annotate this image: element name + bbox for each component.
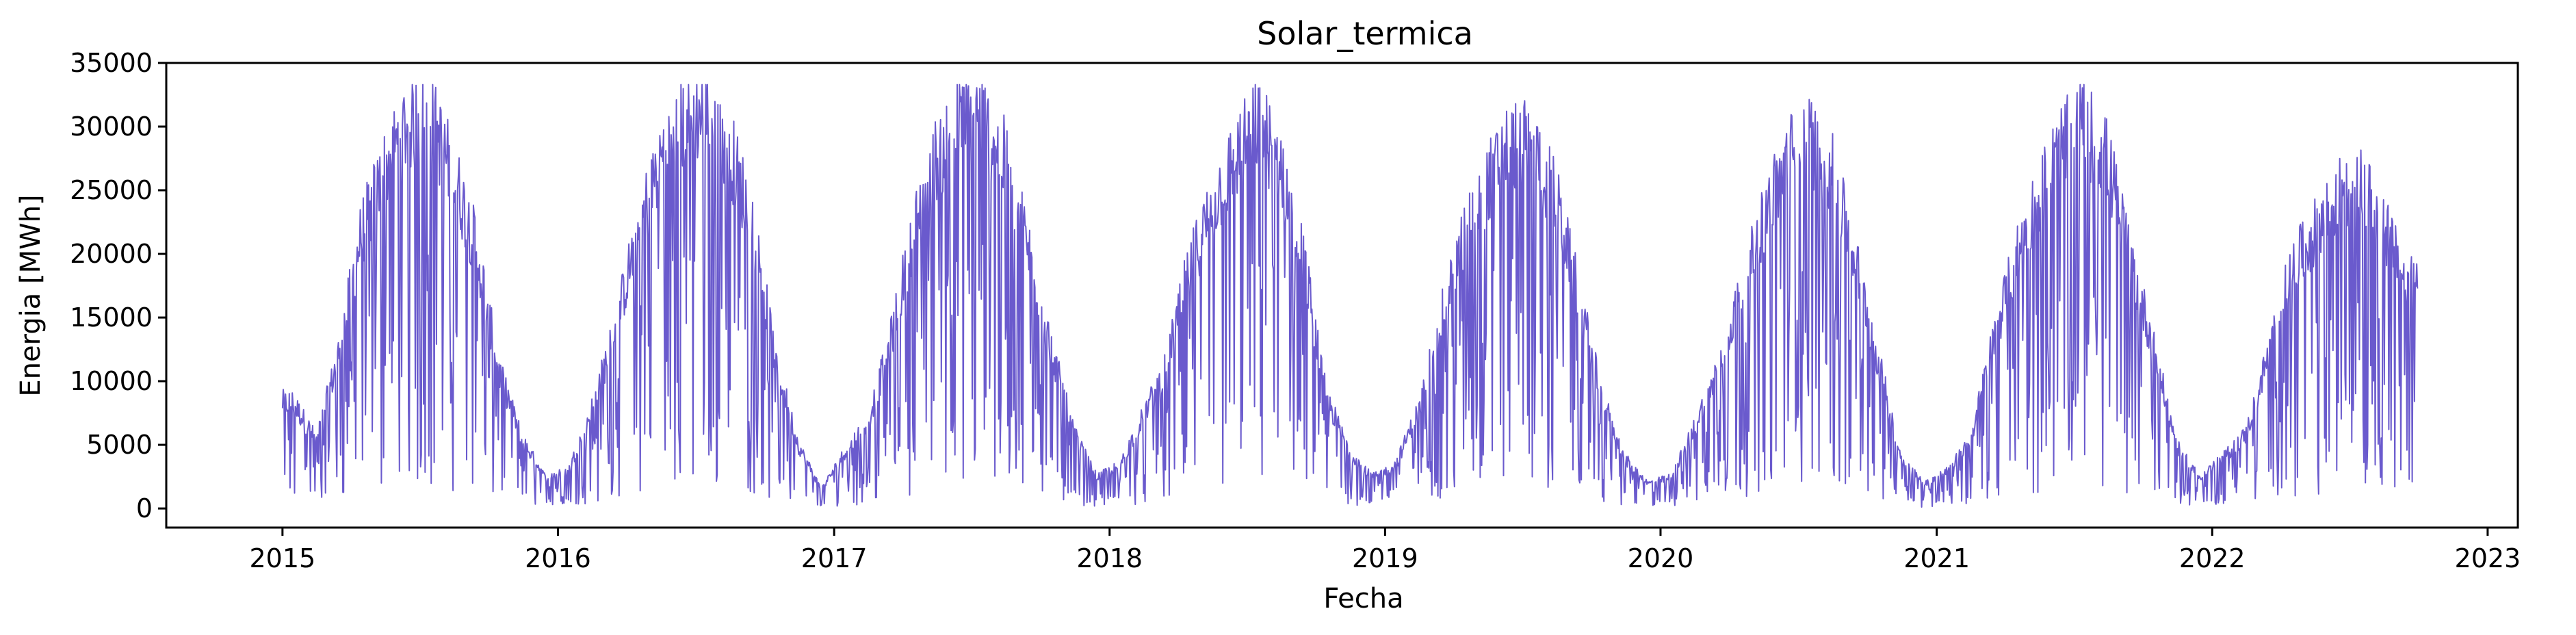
x-tick-label: 2016 [525, 543, 591, 573]
x-tick-label: 2019 [1352, 543, 1418, 573]
y-tick-label: 30000 [70, 112, 153, 142]
y-tick-label: 15000 [70, 302, 153, 333]
y-tick-label: 0 [136, 493, 153, 523]
chart-title: Solar_termica [1257, 15, 1473, 52]
x-tick-label: 2022 [2179, 543, 2246, 573]
y-tick-label: 35000 [70, 48, 153, 78]
y-axis: 0 5000 10000 15000 20000 25000 30000 35000 [70, 48, 166, 523]
plot-area [281, 83, 2419, 508]
y-axis-label: Energia [MWh] [15, 194, 47, 396]
y-tick-label: 20000 [70, 239, 153, 269]
y-tick-label: 5000 [86, 430, 153, 460]
x-tick-label: 2015 [250, 543, 316, 573]
x-axis-label: Fecha [1323, 583, 1403, 614]
x-tick-label: 2023 [2455, 543, 2521, 573]
y-tick-label: 25000 [70, 175, 153, 205]
series-line [281, 83, 2419, 508]
x-tick-label: 2020 [1628, 543, 1694, 573]
x-tick-label: 2018 [1076, 543, 1143, 573]
x-tick-label: 2021 [1903, 543, 1970, 573]
x-axis: 2015 2016 2017 2018 2019 2020 2021 2022 2023 [250, 528, 2521, 573]
x-tick-label: 2017 [801, 543, 868, 573]
y-tick-label: 10000 [70, 366, 153, 396]
plot-frame [165, 62, 2519, 529]
